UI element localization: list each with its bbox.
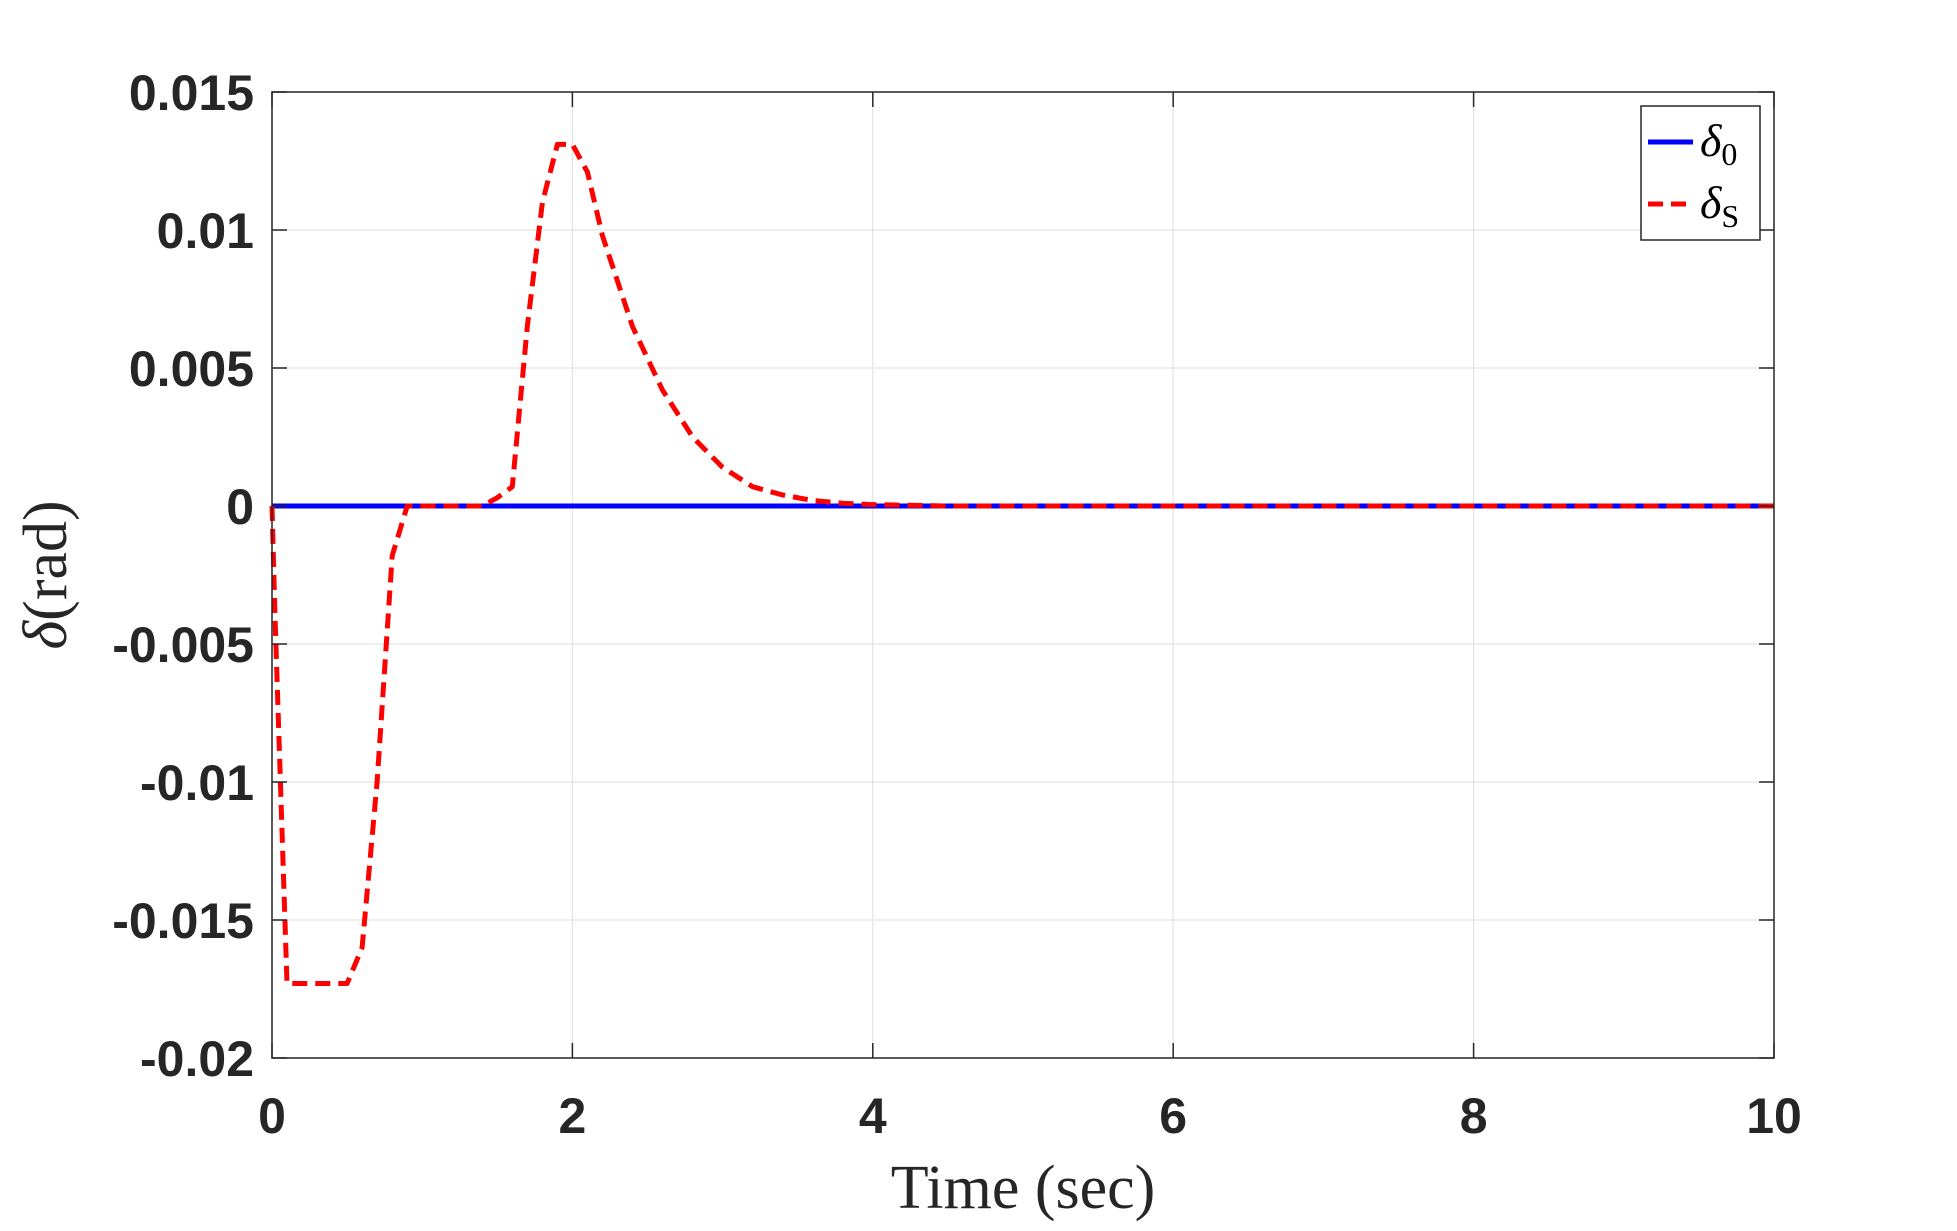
y-tick-label: -0.01 bbox=[140, 755, 254, 811]
y-tick-label: -0.005 bbox=[112, 617, 254, 673]
series-delta-s-line bbox=[269, 141, 1774, 986]
series-layer bbox=[269, 141, 1774, 986]
x-tick-label: 8 bbox=[1460, 1088, 1488, 1144]
legend: δ0 δS bbox=[1640, 105, 1761, 241]
y-tick-label: 0 bbox=[226, 479, 254, 535]
x-tick-label: 6 bbox=[1159, 1088, 1187, 1144]
plot-area bbox=[272, 92, 1774, 1058]
y-tick-label: 0.01 bbox=[157, 203, 254, 259]
legend-label-delta-s: δS bbox=[1700, 177, 1739, 234]
y-tick-label: 0.005 bbox=[129, 341, 254, 397]
y-axis-label: δ(rad) bbox=[12, 500, 80, 649]
y-axis-label-symbol: δ bbox=[12, 620, 80, 650]
x-axis-label: Time (sec) bbox=[891, 1154, 1156, 1222]
y-tick-labels: 0.015 0.01 0.005 0 -0.005 -0.01 -0.015 -0.02 bbox=[112, 65, 254, 1087]
x-tick-labels: 0 2 4 6 8 10 bbox=[258, 1088, 1802, 1144]
legend-box bbox=[1640, 105, 1761, 241]
y-tick-label: -0.015 bbox=[112, 893, 254, 949]
y-tick-label: -0.02 bbox=[140, 1031, 254, 1087]
plot-frame bbox=[271, 91, 1775, 1059]
x-tick-label: 2 bbox=[558, 1088, 586, 1144]
y-tick-label: 0.015 bbox=[129, 65, 254, 121]
y-axis-label-unit: (rad) bbox=[12, 500, 80, 620]
svg-text:δ(rad): δ(rad) bbox=[12, 500, 80, 649]
x-tick-label: 10 bbox=[1746, 1088, 1802, 1144]
x-tick-label: 0 bbox=[258, 1088, 286, 1144]
x-tick-label: 4 bbox=[859, 1088, 887, 1144]
legend-label-delta-0: δ0 bbox=[1700, 115, 1737, 172]
ticks bbox=[271, 91, 1775, 1059]
